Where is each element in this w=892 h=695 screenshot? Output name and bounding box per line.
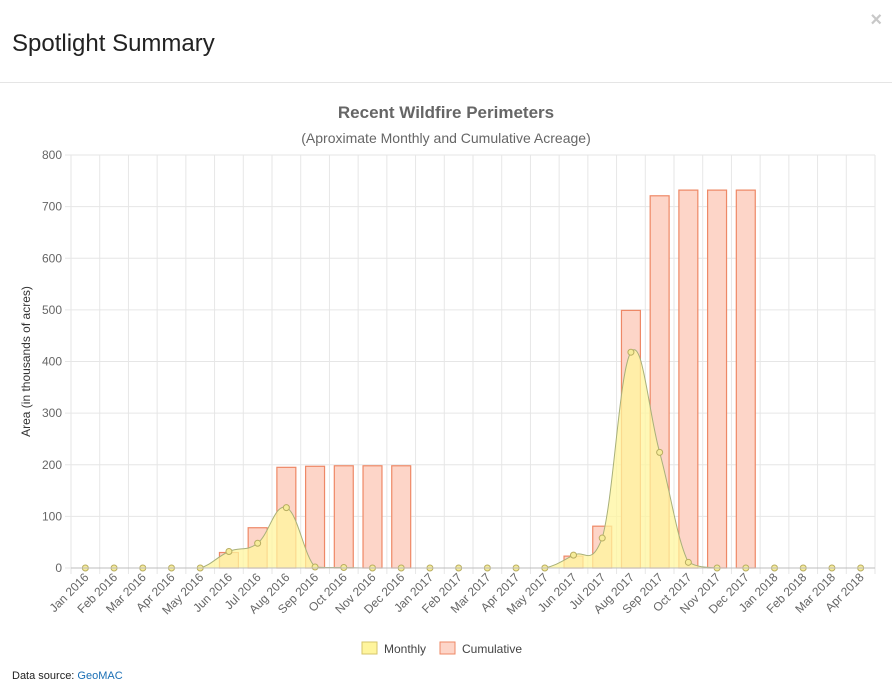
monthly-point [598, 534, 606, 542]
monthly-point [570, 551, 577, 559]
cumulative-bar [678, 189, 699, 569]
cumulative-bar [706, 189, 728, 569]
y-tick-label: 400 [42, 355, 62, 369]
y-tick-label: 200 [42, 458, 62, 472]
y-tick-label: 0 [55, 561, 62, 575]
legend-cumulative-swatch [439, 641, 456, 655]
y-axis-label: Area (in thousands of acres) [19, 286, 33, 437]
cumulative-bar [735, 189, 756, 569]
legend-monthly-swatch [361, 641, 378, 655]
monthly-point [656, 448, 664, 456]
monthly-area [85, 349, 861, 568]
legend-monthly-label: Monthly [384, 642, 426, 656]
modal-title: Spotlight Summary [12, 30, 215, 57]
cumulative-bar [333, 465, 354, 569]
monthly-point [627, 348, 635, 356]
monthly-point [225, 547, 233, 555]
monthly-point [340, 563, 348, 571]
y-tick-label: 100 [42, 509, 62, 523]
monthly-point [311, 563, 319, 571]
wildfire-chart: Recent Wildfire Perimeters (Aproximate Mo… [19, 103, 876, 656]
data-source-label: Data source: [12, 670, 78, 682]
y-tick-label: 600 [42, 251, 62, 265]
y-tick-label: 800 [42, 148, 62, 162]
cumulative-bar [362, 465, 383, 569]
modal-header: Spotlight Summary × [0, 0, 892, 83]
monthly-point [282, 504, 290, 512]
chart-title: Recent Wildfire Perimeters [338, 103, 554, 122]
y-tick-label: 300 [42, 406, 62, 420]
legend-cumulative-label: Cumulative [462, 642, 522, 656]
y-tick-label: 500 [42, 303, 62, 317]
data-source: Data source: GeoMAC [12, 670, 123, 682]
monthly-point [684, 558, 692, 566]
y-tick-label: 700 [42, 200, 62, 214]
cumulative-bar [391, 465, 412, 569]
geomac-link[interactable]: GeoMAC [77, 670, 123, 682]
close-icon[interactable]: × [870, 9, 882, 31]
chart-subtitle: (Aproximate Monthly and Cumulative Acrea… [301, 130, 590, 146]
monthly-point [254, 539, 262, 547]
cumulative-bar [304, 465, 326, 569]
